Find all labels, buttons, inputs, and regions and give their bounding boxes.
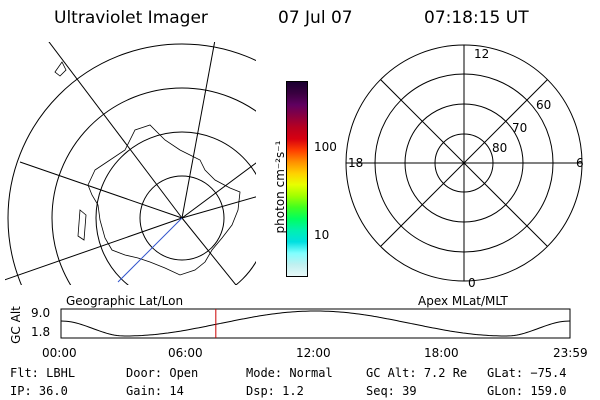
footer-door: Door: Open — [126, 366, 199, 380]
footer-seq: Seq: 39 — [366, 384, 417, 398]
colorbar — [286, 81, 308, 277]
mlat-label-60: 60 — [536, 98, 552, 112]
time-tick-2359: 23:59 — [553, 346, 588, 360]
footer-mode: Mode: Normal — [246, 366, 333, 380]
date-label: 07 Jul 07 — [278, 8, 353, 28]
time-tick-0600: 06:00 — [168, 346, 203, 360]
footer-gc-alt: GC Alt: 7.2 Re — [366, 366, 468, 380]
polar-map-caption: Apex MLat/MLT — [418, 294, 508, 308]
mlat-label-70: 70 — [512, 121, 528, 135]
time-label: 07:18:15 UT — [424, 8, 529, 28]
footer-gain: Gain: 14 — [126, 384, 184, 398]
mlt-label-6: 6 — [576, 156, 584, 170]
footer-glat: GLat: −75.4 — [487, 366, 567, 380]
mlat-label-80: 80 — [492, 141, 508, 155]
footer-dsp: Dsp: 1.2 — [246, 384, 304, 398]
app-title: Ultraviolet Imager — [54, 8, 208, 28]
time-tick-1200: 12:00 — [296, 346, 331, 360]
footer-glon: GLon: 159.0 — [487, 384, 567, 398]
altitude-ytick-high: 9.0 — [31, 306, 51, 320]
footer-ip: IP: 36.0 — [10, 384, 68, 398]
footer-flt: Flt: LBHL — [10, 366, 76, 380]
time-tick-0000: 00:00 — [42, 346, 77, 360]
mlt-label-18: 18 — [348, 156, 364, 170]
spacecraft-track-line — [117, 217, 183, 283]
colorbar-tick-100: 100 — [314, 140, 337, 154]
colorbar-tick-10: 10 — [314, 228, 330, 242]
altitude-ytick-low: 1.8 — [31, 325, 51, 339]
time-tick-1800: 18:00 — [424, 346, 459, 360]
mlt-label-12: 12 — [474, 47, 490, 61]
mlt-label-0: 0 — [468, 276, 476, 290]
geo-map-caption: Geographic Lat/Lon — [66, 294, 184, 308]
